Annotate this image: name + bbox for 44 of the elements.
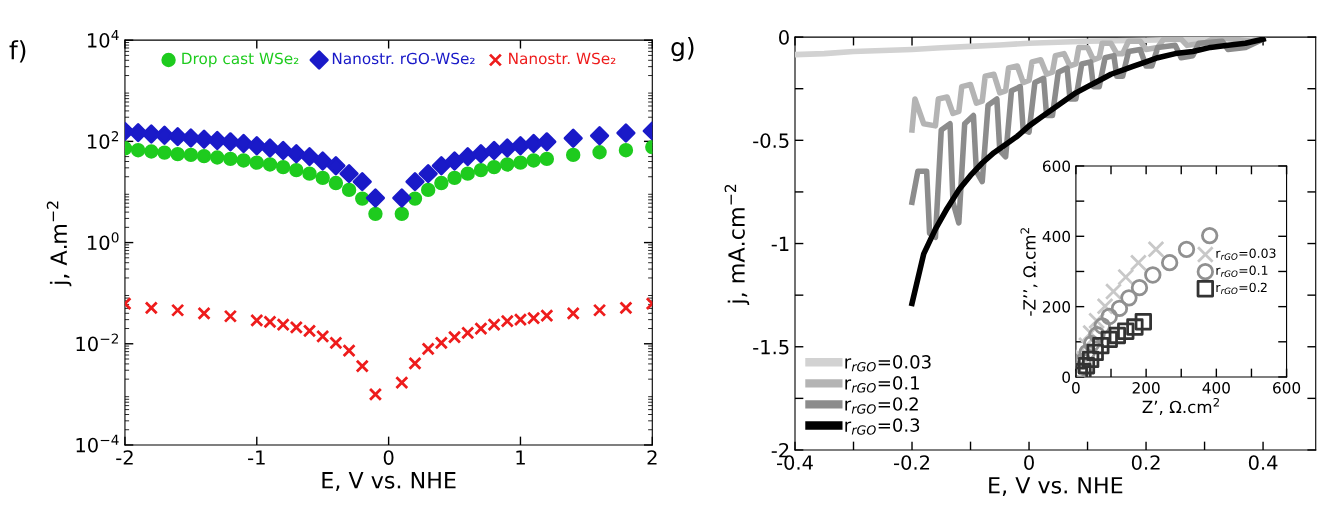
y-axis-title: j, mA.cm$^{−2}$	[724, 184, 750, 305]
x-tick-label: 0	[1072, 382, 1080, 394]
y-axis-title: -Z’’, Ω.cm$^{2}$	[1020, 228, 1038, 316]
legend-label: r$_{rGO}$=0.03	[1216, 248, 1276, 260]
legend-label: r$_{rGO}$=0.2	[845, 397, 918, 414]
legend-label: r$_{rGO}$=0.3	[845, 418, 920, 435]
y-tick-label: 400	[1042, 230, 1071, 243]
legend-label: r$_{rGO}$=0.1	[845, 376, 919, 393]
x-tick-label: 600	[1273, 382, 1301, 394]
x-tick-label: 0.2	[1131, 455, 1160, 470]
y-tick-label: 10$^{4}$	[88, 30, 119, 48]
x-tick-label: -1	[248, 450, 265, 465]
y-tick-label: 0	[779, 30, 789, 45]
y-axis-title: j, A.m$^{−2}$	[46, 201, 72, 287]
y-tick-label: 10$^{2}$	[88, 131, 119, 149]
y-tick-label: -1.5	[753, 339, 789, 355]
x-tick-label: 0.4	[1248, 455, 1278, 470]
legend-label: r$_{rGO}$=0.03	[845, 354, 931, 372]
legend-label: r$_{rGO}$=0.1	[1216, 265, 1268, 277]
y-tick-label: -1	[771, 236, 789, 251]
y-tick-label: 600	[1042, 160, 1071, 172]
y-tick-label: 10$^{−2}$	[76, 333, 119, 352]
x-tick-label: 0	[383, 450, 394, 465]
x-tick-label: 0	[1024, 455, 1034, 470]
chart-title: f)	[9, 40, 26, 63]
legend-label: r$_{rGO}$=0.2	[1216, 282, 1267, 295]
y-tick-label: 200	[1043, 301, 1071, 313]
x-axis-title: E, V vs. NHE	[322, 472, 456, 491]
y-tick-label: -0.5	[753, 133, 789, 148]
x-axis-title: Z’, Ω.cm$^{2}$	[1142, 397, 1219, 415]
legend-label: Nanostr. rGO-WSe₂	[332, 52, 475, 65]
y-tick-label: 10$^{0}$	[88, 232, 119, 251]
x-tick-label: 400	[1202, 382, 1230, 394]
x-tick-label: -2	[116, 450, 133, 465]
y-tick-label: 10$^{−4}$	[76, 434, 119, 453]
x-axis-title: E, V vs. NHE	[989, 477, 1123, 496]
x-tick-label: 200	[1132, 382, 1160, 394]
x-tick-label: 2	[647, 450, 657, 465]
legend-label: Nanostr. WSe₂	[509, 52, 616, 65]
x-tick-label: -0.2	[894, 455, 930, 470]
legend-label: Drop cast WSe₂	[182, 52, 299, 68]
x-tick-label: 1	[516, 450, 525, 465]
chart-title: g)	[671, 37, 694, 62]
y-tick-label: 0	[1062, 371, 1071, 383]
